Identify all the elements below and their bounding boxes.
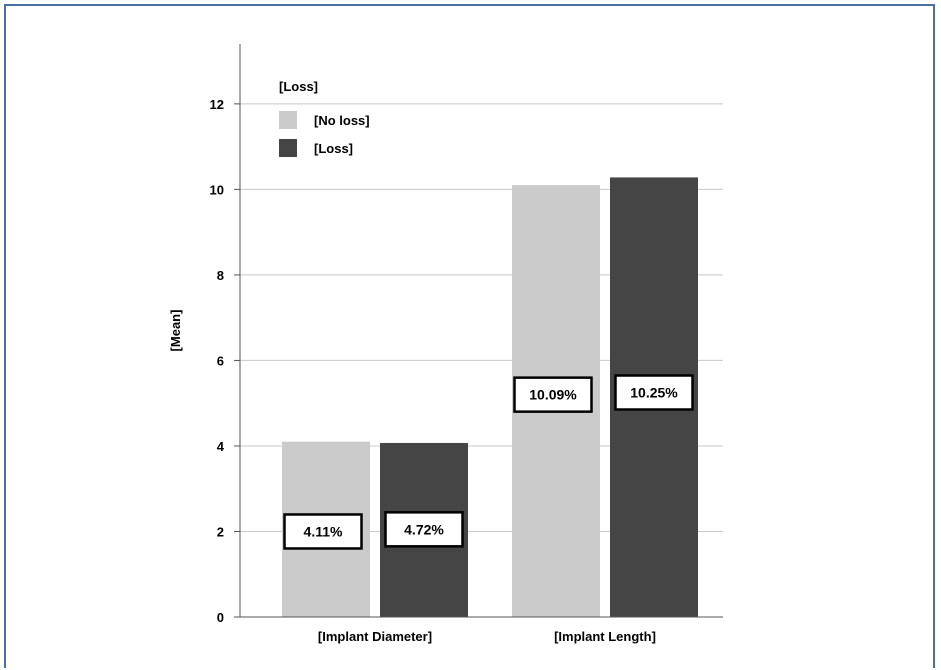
y-axis-title: [Mean] (168, 310, 183, 352)
data-label: 4.72% (404, 521, 444, 537)
y-tick-label: 12 (210, 97, 224, 112)
legend-swatch (279, 111, 297, 129)
y-tick-label: 10 (210, 182, 224, 197)
data-label-box (384, 511, 464, 548)
data-labels: 4.11% 4.72% 10.09% 10.25% (283, 374, 694, 550)
data-label: 10.09% (529, 387, 577, 403)
legend: [Loss] [No loss] [Loss] (279, 79, 370, 157)
axes: 0 2 4 6 8 10 12 [Implant Diameter] [Implant Leng… (210, 44, 723, 644)
x-tick-label: [Implant Length] (554, 629, 656, 644)
y-tick-label: 8 (217, 268, 224, 283)
data-label: 10.25% (630, 385, 678, 401)
data-label-box (513, 376, 593, 413)
legend-title: [Loss] (279, 79, 318, 94)
x-tick-label: [Implant Diameter] (318, 629, 432, 644)
y-tick-label: 2 (217, 524, 224, 539)
y-tick-label: 0 (217, 610, 224, 625)
data-label-box (614, 374, 694, 411)
legend-label: [Loss] (314, 141, 353, 156)
data-label-box (283, 513, 363, 550)
legend-swatch (279, 139, 297, 157)
chart-frame (4, 4, 935, 668)
data-label: 4.11% (304, 523, 343, 539)
y-tick-label: 4 (217, 439, 225, 454)
legend-label: [No loss] (314, 113, 370, 128)
y-tick-label: 6 (217, 353, 224, 368)
